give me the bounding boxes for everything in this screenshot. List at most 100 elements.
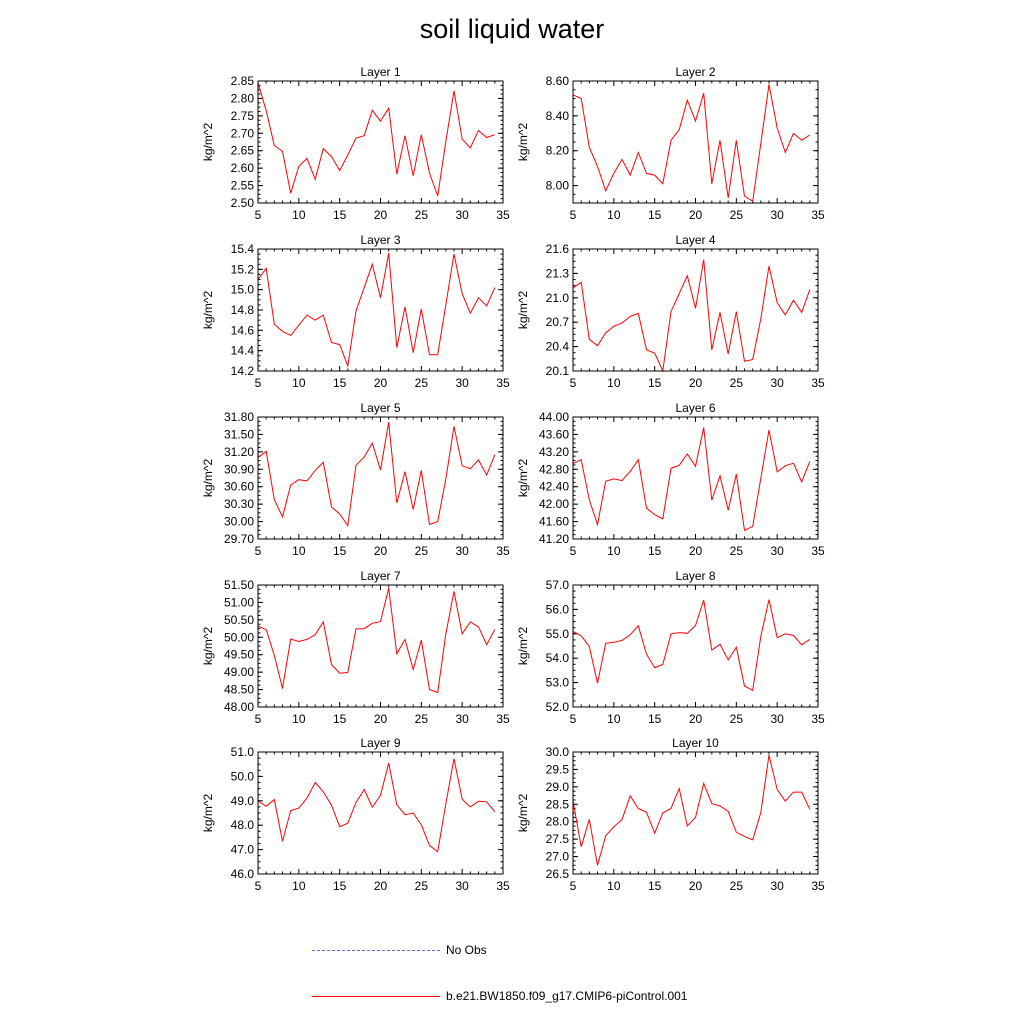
series-line <box>572 427 811 532</box>
x-tick-label: 25 <box>415 879 429 893</box>
y-tick-label: 15.2 <box>231 262 255 276</box>
x-tick-label: 10 <box>607 208 621 222</box>
layer-panel-10: Layer 10 kg/m^2 5 10 15 20 25 30 35 26.5 27.0 27.5 2… <box>516 736 825 893</box>
plot-frame <box>572 751 819 875</box>
legend-model-label: b.e21.BW1850.f09_g17.CMIP6-piControl.001 <box>446 989 688 1003</box>
x-tick-label: 25 <box>730 544 744 558</box>
legend-item-obs: No Obs <box>312 942 487 958</box>
y-tick-label: 2.75 <box>231 109 255 123</box>
y-tick-label: 2.85 <box>231 74 255 88</box>
x-tick-label: 10 <box>292 208 306 222</box>
x-tick-label: 20 <box>374 208 388 222</box>
x-tick-label: 10 <box>292 376 306 390</box>
y-axis-label: kg/m^2 <box>516 794 530 833</box>
x-tick-label: 10 <box>607 376 621 390</box>
y-tick-label: 21.6 <box>546 242 570 256</box>
y-tick-label: 48.00 <box>224 700 254 714</box>
x-tick-label: 15 <box>333 879 347 893</box>
x-tick-label: 10 <box>607 712 621 726</box>
y-tick-label: 2.50 <box>231 196 255 210</box>
y-tick-label: 46.0 <box>231 867 255 881</box>
x-tick-label: 20 <box>374 376 388 390</box>
plot-frame <box>572 80 819 204</box>
x-tick-label: 35 <box>496 712 510 726</box>
y-tick-label: 27.5 <box>546 832 570 846</box>
y-tick-label: 41.20 <box>539 532 569 546</box>
legend-obs-swatch <box>312 949 440 951</box>
x-tick-label: 5 <box>255 879 262 893</box>
plot-frame <box>572 584 819 708</box>
x-tick-label: 15 <box>648 879 662 893</box>
y-tick-label: 2.55 <box>231 179 255 193</box>
x-tick-label: 15 <box>648 208 662 222</box>
x-tick-label: 20 <box>374 879 388 893</box>
x-tick-label: 10 <box>607 879 621 893</box>
series-line <box>572 259 811 373</box>
y-tick-label: 20.1 <box>546 364 570 378</box>
legend-item-model: b.e21.BW1850.f09_g17.CMIP6-piControl.001 <box>312 988 687 1004</box>
x-tick-label: 5 <box>255 376 262 390</box>
y-tick-label: 50.00 <box>224 630 254 644</box>
y-tick-label: 2.80 <box>231 91 255 105</box>
y-tick-label: 51.50 <box>224 578 254 592</box>
x-tick-label: 35 <box>811 879 825 893</box>
y-tick-label: 31.80 <box>224 410 254 424</box>
y-tick-label: 50.0 <box>231 769 255 783</box>
y-tick-label: 21.0 <box>546 291 570 305</box>
x-tick-label: 15 <box>648 376 662 390</box>
y-tick-label: 44.00 <box>539 410 569 424</box>
series-line <box>257 758 496 853</box>
x-tick-label: 25 <box>730 376 744 390</box>
series-line <box>257 82 495 197</box>
y-tick-label: 29.70 <box>224 532 254 546</box>
y-tick-label: 20.4 <box>546 340 570 354</box>
y-axis-label: kg/m^2 <box>201 123 215 162</box>
layer-panel-5: Layer 5 kg/m^2 5 10 15 20 25 30 35 29.70 30.00 30.3… <box>201 401 510 558</box>
panel-title: Layer 7 <box>360 569 400 583</box>
legend-obs-label: No Obs <box>446 943 487 957</box>
x-tick-label: 30 <box>770 712 784 726</box>
x-tick-label: 30 <box>770 544 784 558</box>
y-tick-label: 2.65 <box>231 144 255 158</box>
x-tick-label: 30 <box>455 712 469 726</box>
series-line <box>257 587 496 694</box>
y-tick-label: 48.0 <box>231 818 255 832</box>
x-tick-label: 15 <box>648 712 662 726</box>
panel-title: Layer 2 <box>675 65 715 79</box>
x-tick-label: 30 <box>770 879 784 893</box>
y-tick-label: 42.00 <box>539 497 569 511</box>
x-tick-label: 20 <box>374 712 388 726</box>
y-tick-label: 14.8 <box>231 303 255 317</box>
layer-panel-1: Layer 1 kg/m^2 5 10 15 20 25 30 35 2.50 2.55 2.60 2.… <box>201 65 510 222</box>
x-tick-label: 25 <box>415 376 429 390</box>
layer-panel-4: Layer 4 kg/m^2 5 10 15 20 25 30 35 20.1 20.4 20.7 21… <box>516 233 825 390</box>
x-tick-label: 5 <box>570 544 577 558</box>
y-tick-label: 42.40 <box>539 480 569 494</box>
plot-frame <box>572 248 819 372</box>
panel-title: Layer 3 <box>360 233 400 247</box>
x-tick-label: 20 <box>689 376 703 390</box>
series-line <box>572 84 811 203</box>
y-tick-label: 30.0 <box>546 745 570 759</box>
x-tick-label: 35 <box>496 376 510 390</box>
layer-panel-2: Layer 2 kg/m^2 5 10 15 20 25 30 35 8.00 8.20 8.40 8.… <box>516 65 825 222</box>
x-tick-label: 30 <box>455 376 469 390</box>
y-tick-label: 2.70 <box>231 126 255 140</box>
x-tick-label: 15 <box>648 544 662 558</box>
y-tick-label: 43.60 <box>539 427 569 441</box>
x-tick-label: 15 <box>333 208 347 222</box>
plot-frame <box>257 80 504 204</box>
x-tick-label: 35 <box>496 879 510 893</box>
y-tick-label: 41.60 <box>539 515 569 529</box>
x-tick-label: 25 <box>415 208 429 222</box>
x-tick-label: 5 <box>570 376 577 390</box>
y-tick-label: 51.00 <box>224 595 254 609</box>
y-tick-label: 54.0 <box>546 651 570 665</box>
y-tick-label: 8.00 <box>546 179 570 193</box>
y-tick-label: 28.5 <box>546 797 570 811</box>
y-tick-label: 56.0 <box>546 602 570 616</box>
x-tick-label: 25 <box>415 544 429 558</box>
y-tick-label: 21.3 <box>546 266 570 280</box>
y-tick-label: 31.20 <box>224 445 254 459</box>
y-tick-label: 14.6 <box>231 323 255 337</box>
